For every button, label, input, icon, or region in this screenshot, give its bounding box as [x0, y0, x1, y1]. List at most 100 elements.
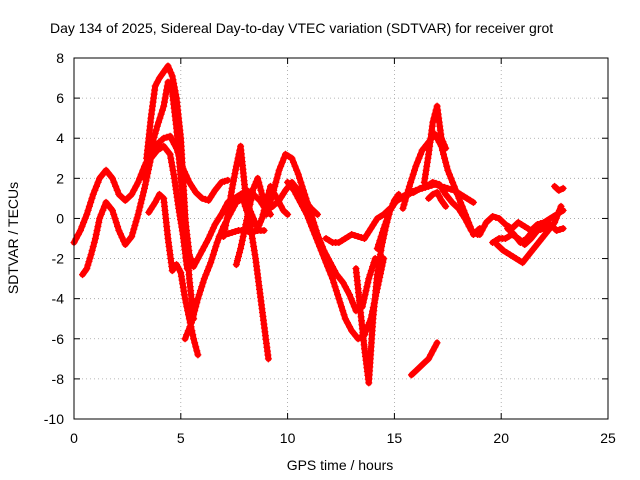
data-point-marker: [247, 196, 255, 204]
y-tick-label: -4: [52, 291, 65, 307]
data-point-marker: [275, 198, 283, 206]
data-point-marker: [364, 279, 372, 287]
data-point-marker: [156, 114, 164, 122]
y-tick-label: -8: [52, 371, 65, 387]
data-point-marker: [151, 82, 159, 90]
x-tick-label: 0: [70, 430, 78, 446]
data-point-marker: [273, 174, 281, 182]
series-arc-19: [407, 339, 441, 379]
data-point-marker: [198, 247, 206, 255]
data-point-marker: [232, 166, 240, 174]
data-point-marker: [410, 166, 418, 174]
data-point-marker: [141, 171, 149, 179]
data-point-marker: [557, 202, 565, 210]
data-point-marker: [147, 144, 155, 152]
series-line: [143, 63, 197, 322]
x-tick-label: 15: [387, 430, 403, 446]
data-point-marker: [115, 190, 123, 198]
data-point-marker: [463, 214, 471, 222]
data-point-marker: [264, 206, 272, 214]
data-point-marker: [182, 299, 190, 307]
data-point-marker: [242, 220, 250, 228]
data-point-marker: [384, 214, 392, 222]
data-point-marker: [346, 323, 354, 331]
data-point-marker: [279, 206, 287, 214]
data-point-marker: [168, 158, 176, 166]
data-point-marker: [257, 186, 265, 194]
data-point-marker: [132, 218, 140, 226]
data-point-marker: [187, 319, 195, 327]
data-point-marker: [229, 181, 237, 189]
series-arc-4: [140, 78, 206, 271]
series-arc-2: [79, 142, 191, 279]
data-point-marker: [96, 214, 104, 222]
data-point-marker: [314, 239, 322, 247]
series-arc-20: [425, 188, 450, 210]
data-point-marker: [167, 85, 175, 93]
series-arc-3: [143, 62, 198, 323]
data-point-marker: [267, 194, 275, 202]
data-point-marker: [116, 230, 124, 238]
y-axis-title: SDTVAR / TECUs: [5, 182, 21, 294]
data-point-marker: [93, 226, 101, 234]
data-point-marker: [190, 311, 198, 319]
data-point-marker: [87, 251, 95, 259]
data-point-marker: [91, 235, 99, 242]
data-point-marker: [469, 230, 477, 238]
data-point-marker: [206, 231, 214, 239]
data-point-marker: [341, 315, 349, 323]
data-point-marker: [258, 190, 266, 198]
data-point-marker: [124, 193, 132, 201]
data-point-marker: [375, 241, 383, 249]
data-point-marker: [97, 210, 105, 218]
data-point-marker: [277, 202, 285, 210]
data-point-marker: [237, 241, 245, 249]
plot-title-group: Day 134 of 2025, Sidereal Day-to-day VTE…: [50, 20, 553, 36]
data-point-marker: [401, 197, 409, 205]
data-point-marker: [169, 166, 177, 174]
data-point-marker: [317, 247, 325, 255]
data-point-marker: [187, 255, 195, 263]
data-point-marker: [290, 186, 298, 194]
data-point-marker: [167, 69, 175, 77]
data-point-marker: [87, 198, 95, 206]
data-point-marker: [244, 208, 252, 216]
data-point-marker: [378, 228, 386, 236]
data-point-marker: [89, 243, 97, 251]
y-tick-label: 2: [56, 170, 64, 186]
data-point-marker: [377, 232, 385, 240]
data-point-marker: [178, 276, 186, 284]
x-axis-title: GPS time / hours: [287, 457, 394, 473]
data-point-marker: [192, 259, 200, 267]
data-point-marker: [376, 251, 384, 259]
data-point-marker: [130, 186, 138, 194]
data-point-marker: [168, 72, 176, 80]
data-point-marker: [177, 269, 185, 277]
data-point-marker: [424, 154, 432, 162]
data-point-marker: [450, 182, 458, 190]
data-point-marker: [139, 192, 147, 200]
data-point-marker: [118, 233, 126, 241]
data-point-marker: [202, 271, 210, 279]
data-point-marker: [183, 331, 191, 339]
data-point-marker: [157, 110, 165, 118]
data-point-marker: [447, 174, 455, 182]
data-point-marker: [191, 339, 199, 347]
data-point-marker: [92, 230, 100, 238]
data-point-marker: [492, 213, 500, 221]
data-point-marker: [433, 339, 441, 347]
data-point-marker: [233, 158, 241, 166]
data-point-marker: [140, 188, 148, 196]
data-point-marker: [100, 202, 108, 210]
data-series: [70, 62, 567, 387]
data-point-marker: [376, 255, 384, 263]
data-point-marker: [247, 228, 255, 236]
data-point-marker: [145, 152, 153, 160]
data-point-marker: [309, 226, 317, 234]
data-point-marker: [84, 261, 92, 269]
data-point-marker: [209, 251, 217, 259]
y-tick-label: -2: [52, 251, 65, 267]
data-point-marker: [367, 267, 375, 275]
data-point-marker: [402, 193, 410, 201]
data-point-marker: [163, 133, 171, 141]
